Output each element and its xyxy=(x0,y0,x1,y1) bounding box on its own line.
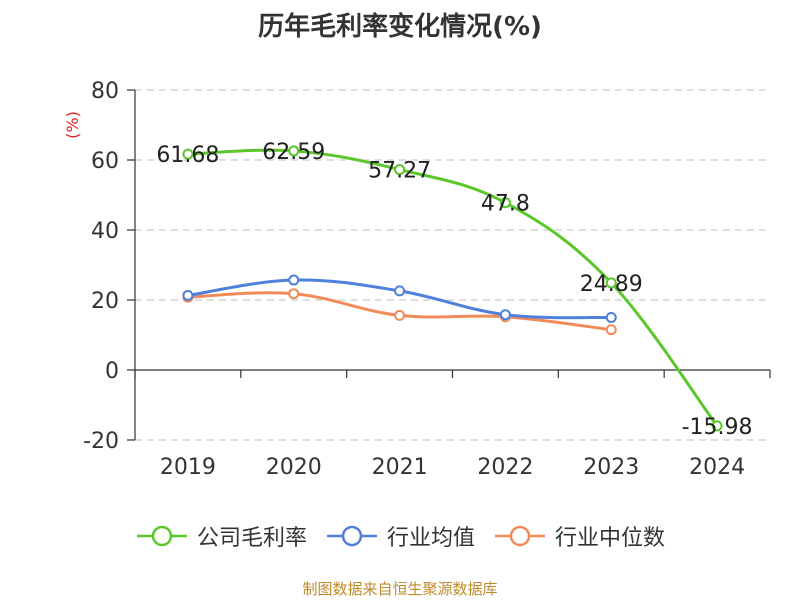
x-tick-label: 2023 xyxy=(583,455,639,480)
y-tick-label: -20 xyxy=(83,429,119,454)
x-tick-label: 2020 xyxy=(266,455,322,480)
legend-marker-icon xyxy=(326,525,377,547)
data-point[interactable] xyxy=(605,312,617,323)
y-tick-label: 80 xyxy=(91,79,119,104)
data-point[interactable] xyxy=(288,274,300,286)
x-tick-label: 2021 xyxy=(372,455,428,480)
data-point[interactable] xyxy=(605,277,617,289)
y-tick-label: 20 xyxy=(91,289,119,314)
data-label: 47.8 xyxy=(481,192,530,217)
legend-label: 行业均值 xyxy=(386,526,475,551)
y-tick-label: 40 xyxy=(91,219,119,244)
data-point[interactable] xyxy=(605,324,617,336)
legend-item[interactable]: 公司毛利率 xyxy=(135,520,307,552)
data-point[interactable] xyxy=(499,197,511,209)
y-axis-label: (%) xyxy=(63,111,82,139)
data-point[interactable] xyxy=(394,309,406,321)
data-label: 24.89 xyxy=(580,272,643,297)
data-point[interactable] xyxy=(182,148,194,160)
legend-marker-icon xyxy=(136,525,187,547)
data-point[interactable] xyxy=(394,164,406,176)
data-label: 62.59 xyxy=(262,140,325,165)
data-point[interactable] xyxy=(288,288,300,300)
y-tick-label: 0 xyxy=(105,359,119,384)
legend-marker-icon xyxy=(495,525,545,547)
data-point[interactable] xyxy=(288,145,300,157)
data-label: -15.98 xyxy=(682,415,753,440)
legend-item[interactable]: 行业均值 xyxy=(325,520,475,552)
legend-label: 行业中位数 xyxy=(555,526,666,551)
data-point[interactable] xyxy=(182,289,194,301)
data-point[interactable] xyxy=(499,309,511,321)
chart-title: 历年毛利率变化情况(%) xyxy=(258,12,542,42)
data-label: 61.68 xyxy=(156,143,219,168)
legend: 公司毛利率 行业均值 行业中位数 xyxy=(0,520,800,552)
data-label: 57.27 xyxy=(368,159,431,184)
data-point[interactable] xyxy=(711,420,723,432)
x-tick-label: 2022 xyxy=(477,455,533,480)
x-tick-label: 2024 xyxy=(689,455,745,480)
source-note: 制图数据来自恒生聚源数据库 xyxy=(302,580,498,598)
data-point[interactable] xyxy=(394,285,406,297)
y-tick-label: 60 xyxy=(91,149,119,174)
legend-item[interactable]: 行业中位数 xyxy=(493,520,665,552)
x-tick-label: 2019 xyxy=(160,455,216,480)
legend-label: 公司毛利率 xyxy=(196,526,307,551)
